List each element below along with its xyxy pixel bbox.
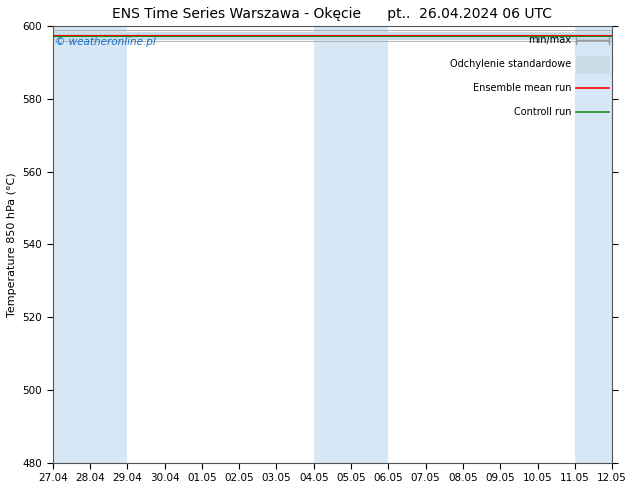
Title: ENS Time Series Warszawa - Okęcie      pt..  26.04.2024 06 UTC: ENS Time Series Warszawa - Okęcie pt.. 2…	[112, 7, 552, 21]
Bar	[314, 26, 389, 463]
Bar	[576, 56, 609, 73]
Y-axis label: Temperature 850 hPa (°C): Temperature 850 hPa (°C)	[7, 172, 17, 317]
Text: Odchylenie standardowe: Odchylenie standardowe	[450, 59, 571, 70]
Text: © weatheronline.pl: © weatheronline.pl	[55, 37, 156, 47]
Text: Controll run: Controll run	[514, 107, 571, 118]
Bar	[53, 26, 127, 463]
Bar	[575, 26, 612, 463]
Text: Ensemble mean run: Ensemble mean run	[473, 83, 571, 94]
Text: min/max: min/max	[528, 35, 571, 46]
